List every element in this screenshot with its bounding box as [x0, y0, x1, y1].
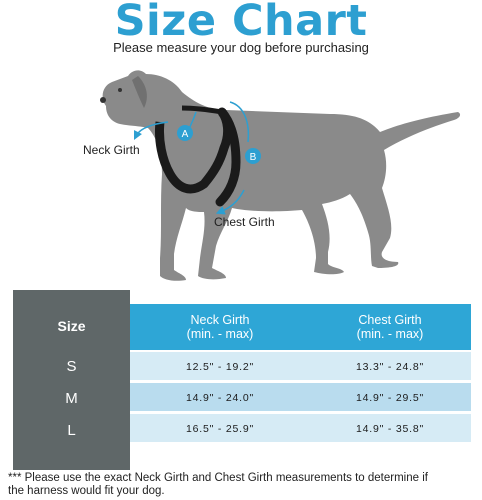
size-column: [13, 290, 130, 470]
chest-value-m: 14.9" - 29.5": [355, 392, 425, 404]
dog-illustration: A B: [100, 70, 461, 281]
neck-header-line2: (min. - max): [186, 327, 254, 341]
neck-value-l: 16.5" - 25.9": [185, 423, 255, 435]
chest-header-line1: Chest Girth: [358, 313, 422, 327]
neck-value-s: 12.5" - 19.2": [185, 361, 255, 373]
marker-a: A: [182, 129, 189, 140]
chest-girth-label: Chest Girth: [214, 215, 275, 229]
page-title: Size Chart: [114, 0, 368, 46]
page-subtitle: Please measure your dog before purchasin…: [113, 40, 369, 55]
neck-header-line1: Neck Girth: [190, 313, 250, 327]
chest-header-line2: (min. - max): [356, 327, 424, 341]
neck-value-m: 14.9" - 24.0": [185, 392, 255, 404]
dog-body: [102, 70, 461, 281]
chest-value-l: 14.9" - 35.8": [355, 423, 425, 435]
chest-value-s: 13.3" - 24.8": [355, 361, 425, 373]
footnote-line1: *** Please use the exact Neck Girth and …: [8, 472, 428, 484]
neck-girth-header: Neck Girth (min. - max): [140, 313, 300, 341]
size-m: M: [65, 390, 78, 407]
footnote: *** Please use the exact Neck Girth and …: [8, 472, 478, 498]
chest-girth-header: Chest Girth (min. - max): [310, 313, 470, 341]
marker-b: B: [250, 152, 257, 163]
neck-girth-label: Neck Girth: [83, 143, 140, 157]
footnote-line2: the harness would fit your dog.: [8, 485, 165, 497]
harness: [155, 109, 233, 194]
size-header: Size: [57, 318, 86, 334]
size-s: S: [66, 358, 77, 375]
size-l: L: [67, 422, 76, 439]
